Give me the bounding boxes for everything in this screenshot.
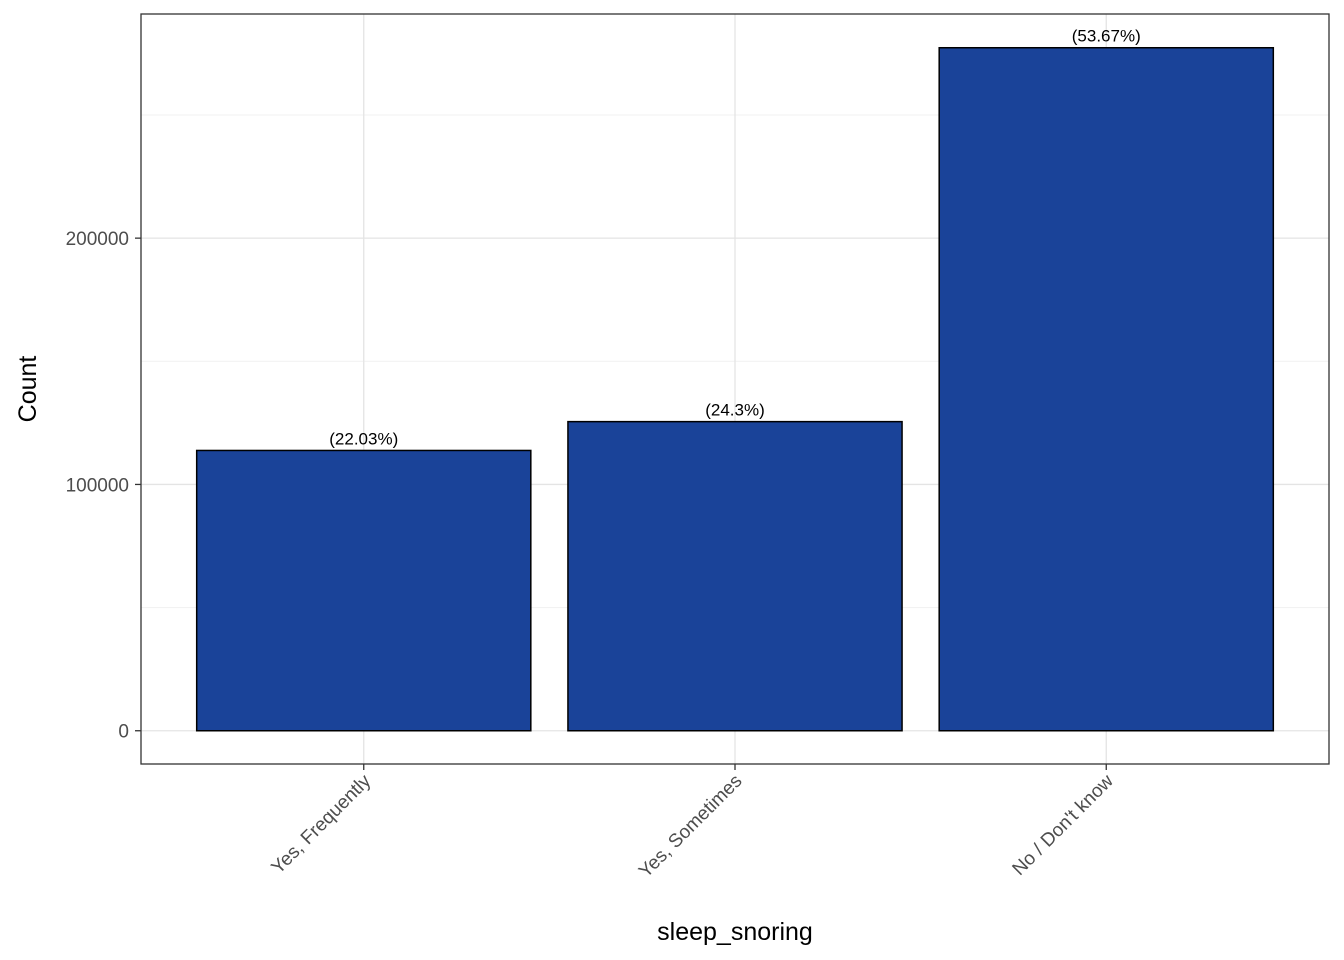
- x-axis: Yes, Frequently Yes, Sometimes No / Don't …: [268, 764, 1118, 882]
- data-label: (53.67%): [1072, 27, 1141, 46]
- y-tick-label: 0: [118, 722, 129, 743]
- bar: [938, 46, 1275, 732]
- y-tick-label: 100000: [66, 475, 129, 496]
- x-tick-label: Yes, Frequently: [268, 770, 376, 878]
- y-tick-label: 200000: [66, 229, 129, 250]
- x-tick-label: Yes, Sometimes: [635, 771, 746, 882]
- bar: [567, 420, 903, 732]
- x-tick-label: No / Don't know: [1009, 770, 1118, 879]
- bar: [195, 449, 532, 732]
- data-label: (22.03%): [329, 429, 398, 448]
- data-label: (24.3%): [705, 401, 765, 420]
- y-axis-title: Count: [14, 356, 42, 423]
- y-axis: 0 100000 200000: [66, 229, 141, 743]
- x-axis-title: sleep_snoring: [657, 918, 813, 946]
- data-labels: (22.03%) (24.3%) (53.67%): [329, 27, 1140, 449]
- bars: [195, 46, 1275, 732]
